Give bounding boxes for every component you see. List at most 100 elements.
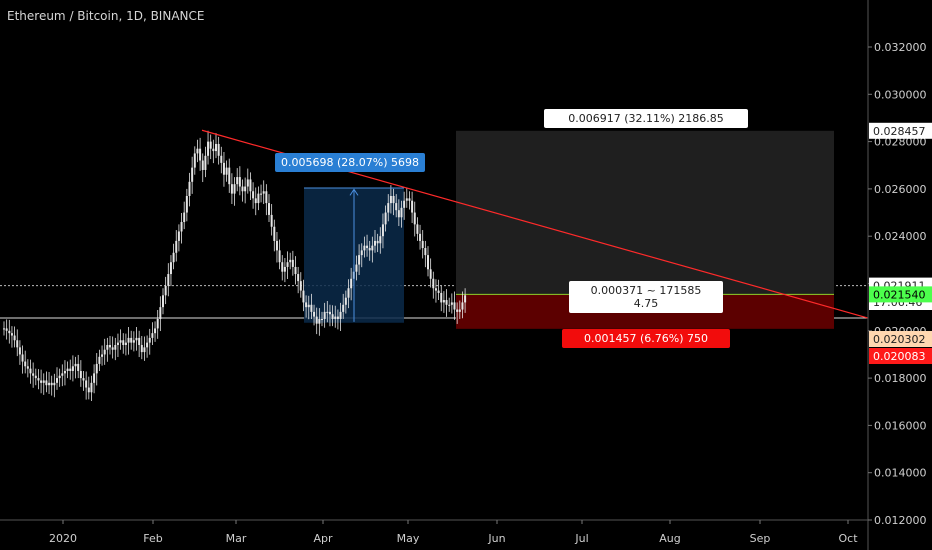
candle-body bbox=[71, 366, 74, 372]
candle-body bbox=[48, 382, 51, 386]
candle-body bbox=[175, 240, 178, 253]
y-tick-label: 0.014000 bbox=[874, 467, 927, 480]
candle-body bbox=[283, 266, 286, 272]
price-badge-label: 0.021540 bbox=[873, 288, 926, 301]
candle-body bbox=[127, 337, 130, 343]
candle-body bbox=[69, 368, 72, 372]
candle-body bbox=[199, 148, 202, 161]
candle-body bbox=[13, 335, 16, 341]
candle-body bbox=[230, 184, 233, 194]
candle-body bbox=[40, 380, 43, 383]
candle-body bbox=[56, 378, 58, 383]
risk-reward-label[interactable]: 0.000371 ~ 171585 4.75 bbox=[569, 281, 723, 313]
candle-body bbox=[162, 295, 164, 308]
candle-body bbox=[87, 387, 90, 393]
candle-body bbox=[299, 281, 302, 291]
candle-body bbox=[344, 297, 347, 305]
y-tick-label: 0.018000 bbox=[874, 372, 927, 385]
risk-reward-line2: 4.75 bbox=[633, 297, 659, 310]
candle-body bbox=[140, 344, 143, 353]
candle-body bbox=[368, 248, 371, 251]
x-tick-label: Sep bbox=[750, 532, 771, 545]
candle-body bbox=[21, 354, 24, 362]
candle-body bbox=[442, 300, 445, 303]
candle-body bbox=[63, 371, 66, 374]
candle-body bbox=[154, 328, 157, 334]
candle-body bbox=[5, 328, 8, 331]
candle-body bbox=[156, 318, 159, 329]
candle-body bbox=[93, 373, 96, 383]
candle-body bbox=[249, 179, 252, 192]
candle-body bbox=[193, 153, 196, 168]
stop-label[interactable]: 0.001457 (6.76%) 750 bbox=[562, 329, 730, 348]
candle-body bbox=[124, 342, 127, 345]
candle-body bbox=[180, 222, 183, 232]
candle-body bbox=[374, 240, 376, 246]
candle-body bbox=[98, 356, 101, 364]
candle-body bbox=[413, 212, 416, 225]
candle-body bbox=[29, 368, 32, 374]
candle-body bbox=[458, 309, 461, 312]
candle-body bbox=[281, 262, 284, 272]
candle-body bbox=[437, 290, 440, 293]
candle-body bbox=[339, 311, 342, 319]
candle-body bbox=[363, 245, 366, 251]
candle-body bbox=[151, 333, 154, 338]
candle-body bbox=[275, 240, 278, 251]
y-tick-label: 0.012000 bbox=[874, 514, 927, 527]
x-tick-label: May bbox=[397, 532, 420, 545]
candle-body bbox=[53, 382, 56, 386]
candle-body bbox=[456, 309, 459, 312]
y-tick-label: 0.026000 bbox=[874, 183, 927, 196]
candle-body bbox=[122, 340, 125, 345]
candle-body bbox=[400, 207, 403, 218]
candle-body bbox=[464, 295, 467, 303]
candle-body bbox=[207, 141, 210, 156]
candle-body bbox=[291, 259, 294, 267]
candle-body bbox=[445, 300, 448, 305]
target-label[interactable]: 0.006917 (32.11%) 2186.85 bbox=[544, 109, 748, 128]
candle-body bbox=[236, 177, 239, 185]
candle-body bbox=[387, 203, 390, 213]
candle-body bbox=[101, 354, 104, 357]
candle-body bbox=[116, 342, 119, 345]
candle-body bbox=[172, 252, 175, 263]
candle-body bbox=[313, 311, 316, 317]
candle-body bbox=[411, 200, 414, 213]
candle-body bbox=[82, 378, 85, 381]
candle-body bbox=[366, 245, 369, 249]
candle-body bbox=[111, 347, 114, 350]
candle-body bbox=[405, 198, 408, 201]
candle-body bbox=[103, 349, 106, 355]
candle-body bbox=[217, 143, 220, 156]
candle-body bbox=[262, 191, 265, 194]
candle-body bbox=[191, 167, 194, 182]
measure-label[interactable]: 0.005698 (28.07%) 5698 bbox=[275, 153, 425, 172]
candle-body bbox=[185, 195, 188, 213]
candle-body bbox=[305, 302, 308, 308]
candle-body bbox=[90, 382, 93, 393]
candle-body bbox=[135, 337, 138, 341]
candle-body bbox=[294, 266, 297, 275]
candle-body bbox=[159, 307, 162, 319]
candle-body bbox=[148, 337, 151, 343]
symbol-title[interactable]: Ethereum / Bitcoin, 1D, BINANCE bbox=[7, 9, 205, 23]
candle-body bbox=[85, 380, 88, 388]
candle-body bbox=[297, 274, 300, 282]
candle-body bbox=[50, 382, 53, 386]
candle-body bbox=[18, 347, 21, 355]
candle-body bbox=[32, 373, 35, 376]
candle-body bbox=[453, 302, 456, 310]
candle-body bbox=[302, 290, 305, 303]
candle-body bbox=[315, 316, 318, 324]
candle-body bbox=[360, 250, 363, 256]
candle-body bbox=[257, 193, 260, 204]
candle-body bbox=[42, 380, 45, 383]
candle-body bbox=[16, 340, 19, 348]
x-tick-label: Apr bbox=[313, 532, 333, 545]
candle-body bbox=[58, 375, 61, 379]
candle-body bbox=[310, 304, 313, 312]
candle-body bbox=[238, 177, 241, 187]
